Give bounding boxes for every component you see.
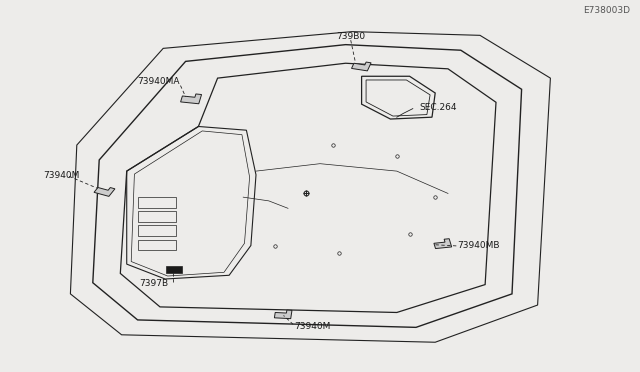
Text: 739B0: 739B0 xyxy=(336,32,365,41)
Polygon shape xyxy=(275,310,292,319)
Polygon shape xyxy=(180,94,202,104)
Polygon shape xyxy=(434,239,452,248)
Text: 73940MA: 73940MA xyxy=(138,77,180,86)
Polygon shape xyxy=(94,187,115,196)
Text: 73940M: 73940M xyxy=(44,171,80,180)
FancyBboxPatch shape xyxy=(166,266,182,273)
Polygon shape xyxy=(351,62,371,71)
Text: SEC.264: SEC.264 xyxy=(419,103,457,112)
Text: 73940MB: 73940MB xyxy=(458,241,500,250)
Text: 73940M: 73940M xyxy=(294,322,331,331)
Text: E738003D: E738003D xyxy=(584,6,630,15)
Text: 7397B: 7397B xyxy=(140,279,169,288)
